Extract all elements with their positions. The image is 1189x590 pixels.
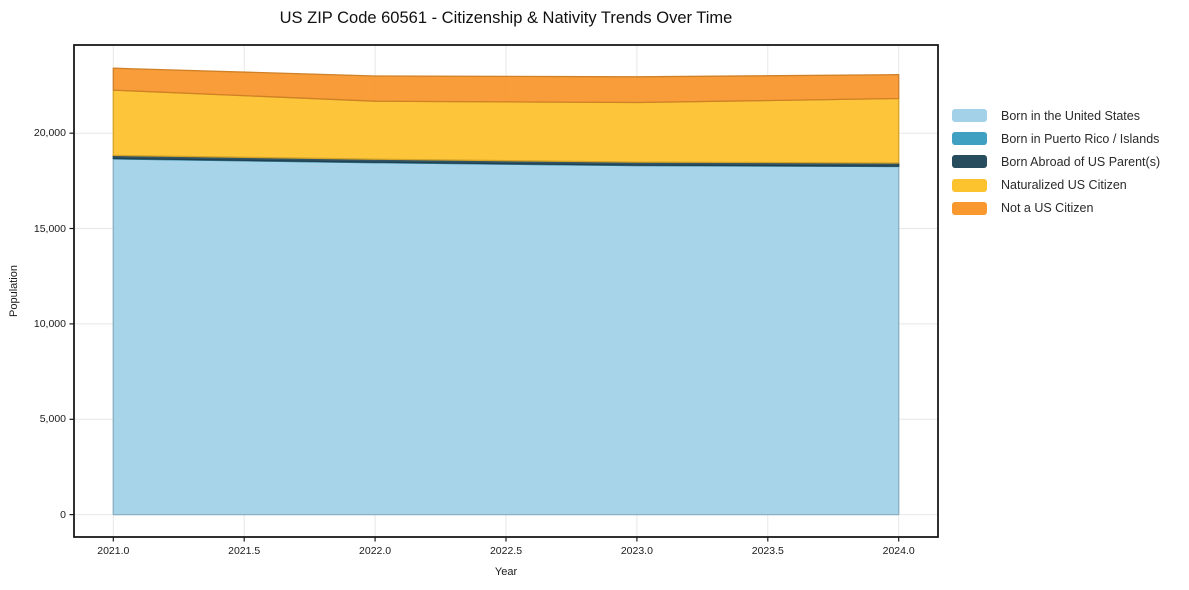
legend-label: Born Abroad of US Parent(s): [1001, 154, 1161, 169]
legend-swatch: [952, 178, 987, 192]
area-not-a-us-citizen: [112, 67, 900, 104]
legend-label: Born in Puerto Rico / Islands: [1001, 131, 1160, 146]
plot-area: [69, 44, 939, 542]
legend-swatch: [952, 201, 987, 215]
legend-item: Born Abroad of US Parent(s): [952, 150, 1160, 173]
x-tick-label: 2021.0: [97, 545, 130, 557]
legend-item: Not a US Citizen: [952, 197, 1160, 220]
legend-label: Not a US Citizen: [1001, 201, 1094, 216]
legend-item: Born in Puerto Rico / Islands: [952, 127, 1160, 150]
y-tick-label: 5,000: [39, 413, 66, 426]
x-tick-label: 2022.0: [359, 545, 392, 557]
chart-title: US ZIP Code 60561 - Citizenship & Nativi…: [279, 9, 733, 27]
legend-swatch: [952, 155, 987, 169]
legend-item: Naturalized US Citizen: [952, 174, 1160, 197]
x-tick-label: 2024.0: [882, 545, 915, 557]
legend-label: Naturalized US Citizen: [1001, 178, 1127, 193]
x-tick-label: 2022.5: [489, 545, 523, 557]
legend-item: Born in the United States: [952, 104, 1160, 127]
area-born-in-the-united-states: [112, 158, 900, 516]
x-tick-label: 2023.5: [751, 545, 784, 557]
legend-swatch: [952, 109, 987, 123]
y-tick-label: 15,000: [33, 222, 66, 235]
y-tick-label: 20,000: [33, 127, 66, 140]
y-tick-label: 10,000: [33, 317, 66, 330]
y-axis-label: Population: [8, 265, 20, 317]
x-tick-label: 2023.0: [620, 545, 653, 557]
y-tick-label: 0: [60, 508, 66, 521]
tick-marks: [69, 132, 900, 542]
legend-label: Born in the United States: [1001, 108, 1140, 123]
legend: Born in the United States Born in Puerto …: [952, 104, 1160, 220]
legend-swatch: [952, 132, 987, 146]
x-axis-label: Year: [494, 566, 518, 578]
stacked-areas: [112, 67, 900, 516]
x-tick-label: 2021.5: [228, 545, 261, 557]
